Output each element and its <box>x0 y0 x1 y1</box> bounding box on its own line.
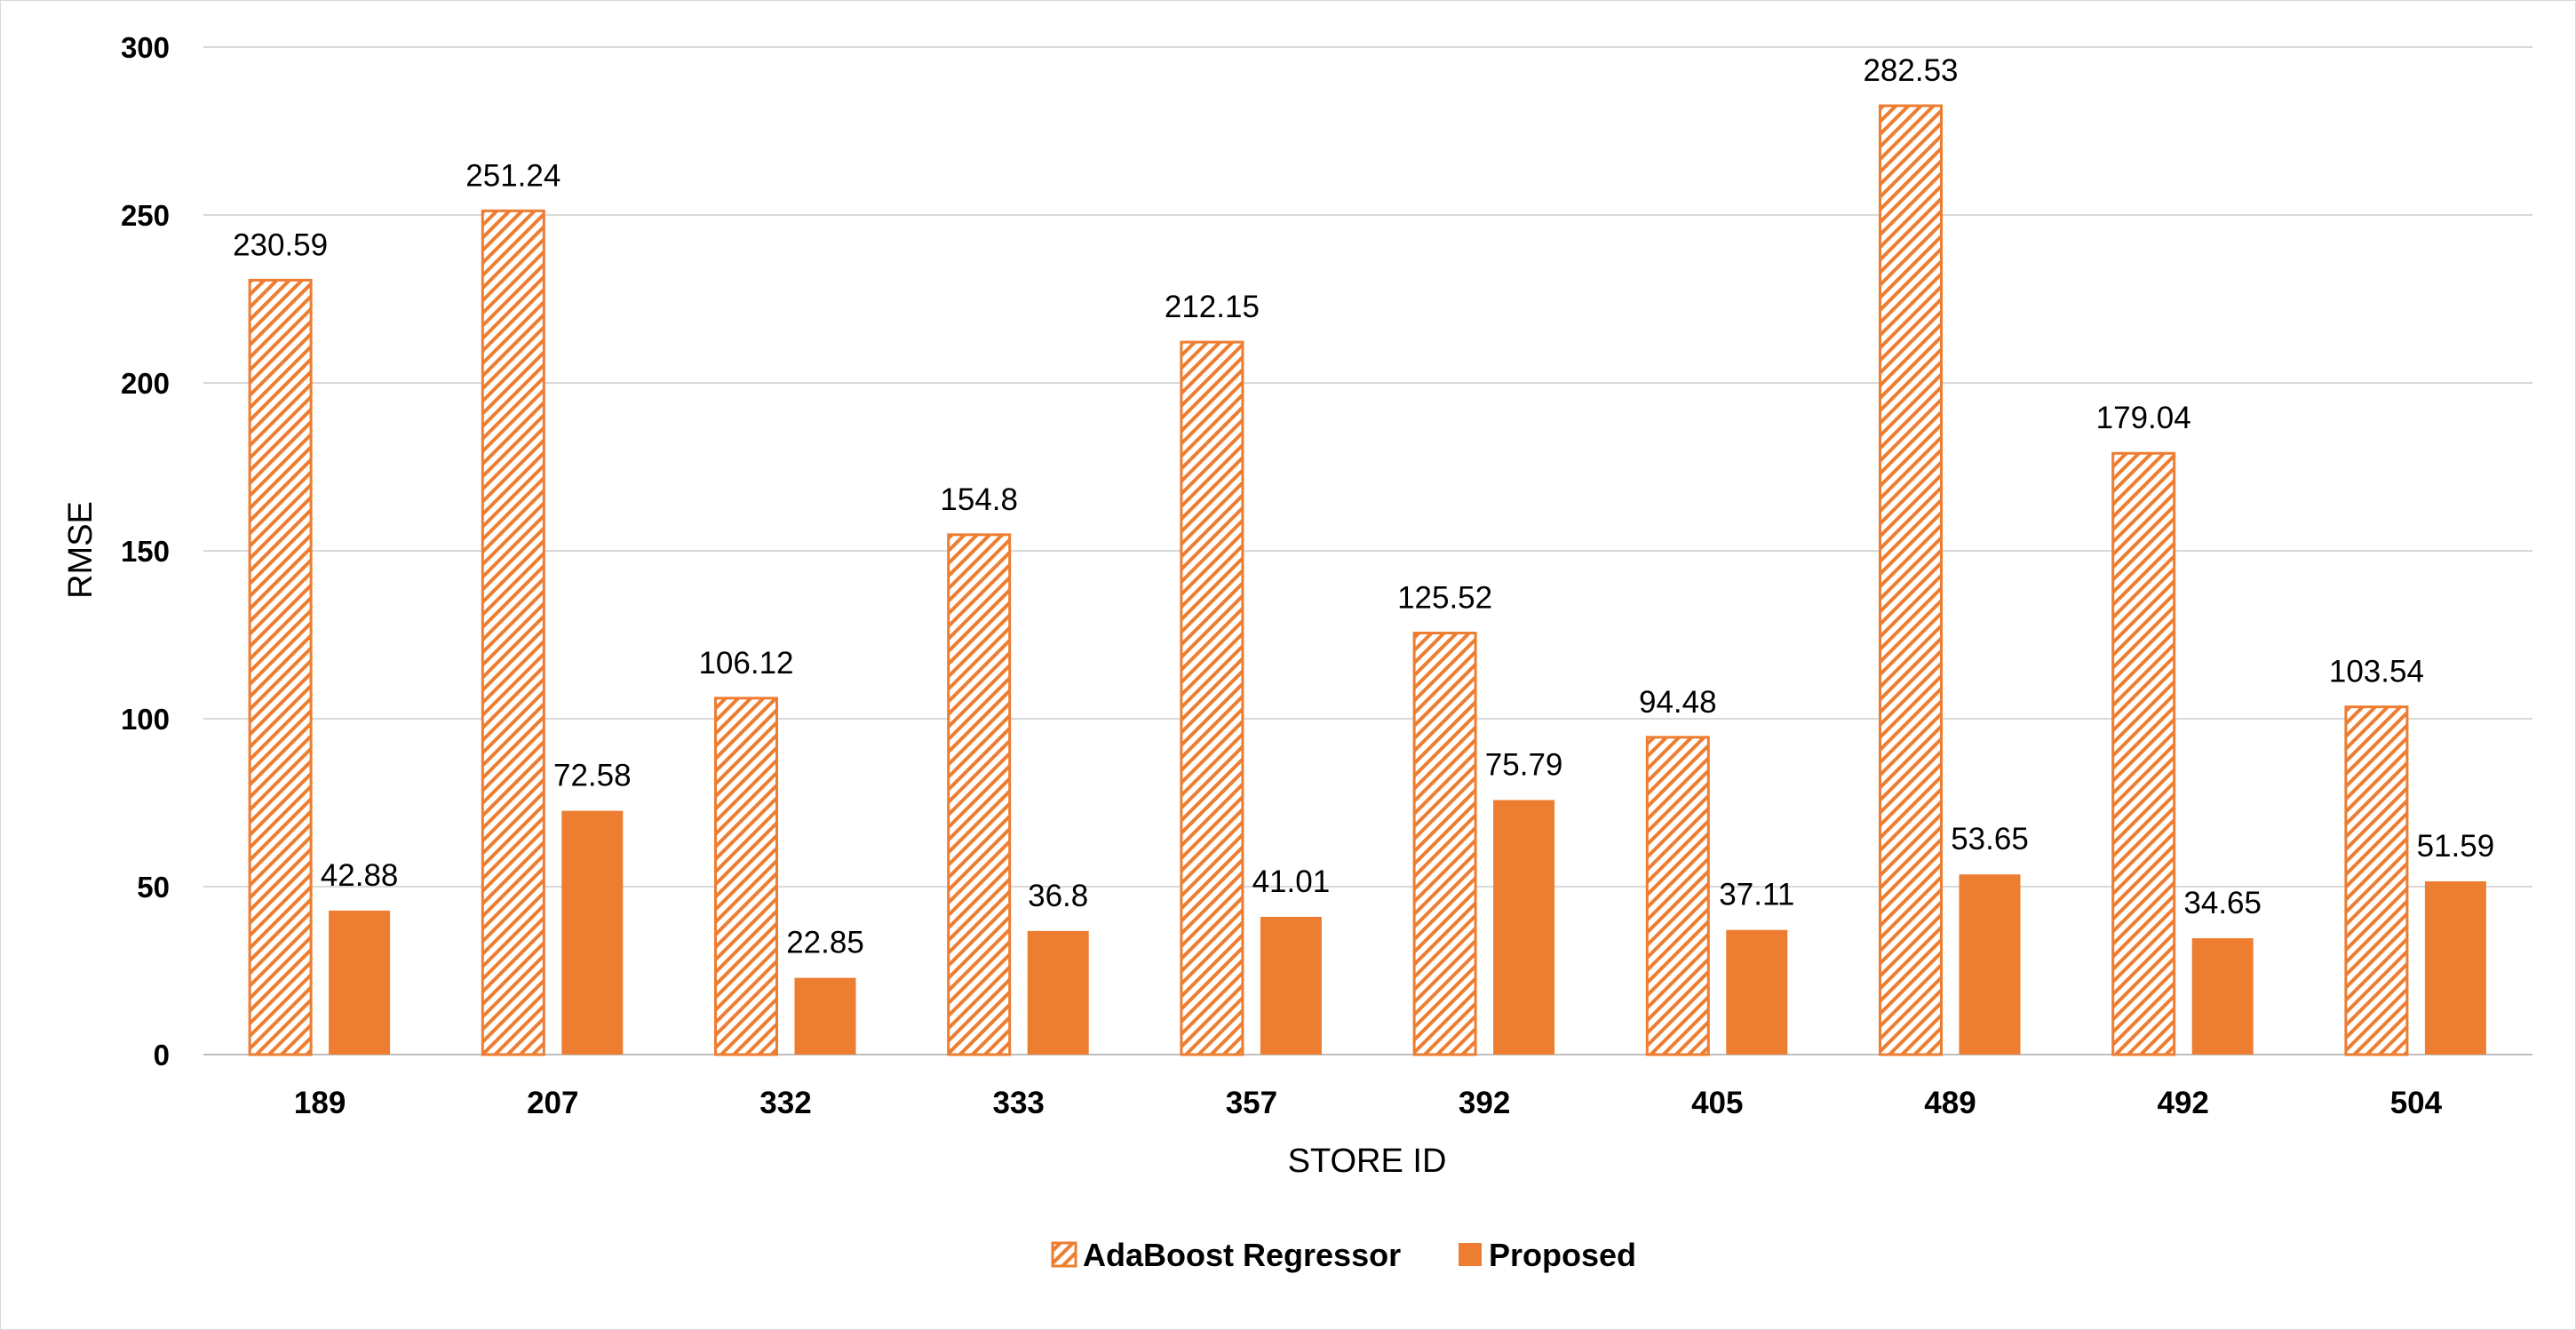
data-label-adaboost: 94.48 <box>1639 685 1717 720</box>
y-tick-label: 200 <box>121 367 170 400</box>
bar-proposed <box>1493 800 1555 1055</box>
data-label-proposed: 37.11 <box>1719 878 1794 912</box>
bar-adaboost <box>1879 104 1943 1056</box>
y-axis-title: RMSE <box>62 501 99 599</box>
legend-swatch-adaboost <box>1051 1241 1077 1268</box>
bar-adaboost <box>714 697 778 1056</box>
data-label-proposed: 72.58 <box>553 759 632 793</box>
y-tick-label: 300 <box>121 31 170 64</box>
x-axis-ticks: 189 207 332 333 357 392 405 489 492 504 <box>294 1086 2443 1120</box>
data-label-proposed: 75.79 <box>1485 748 1563 783</box>
bar-proposed <box>1260 916 1322 1055</box>
bar-proposed <box>2424 880 2486 1055</box>
bar-proposed <box>794 977 856 1055</box>
bar-adaboost <box>1645 736 1710 1056</box>
legend-swatch-proposed <box>1459 1243 1482 1266</box>
y-tick-label: 250 <box>121 199 170 232</box>
bar-proposed <box>561 810 624 1055</box>
x-tick-label: 405 <box>1691 1086 1743 1120</box>
data-label-adaboost: 282.53 <box>1863 53 1958 88</box>
bars <box>248 104 2486 1056</box>
x-tick-label: 489 <box>1924 1086 1976 1120</box>
bar-adaboost <box>947 533 1012 1056</box>
x-tick-label: 492 <box>2157 1086 2208 1120</box>
bar-adaboost <box>2344 705 2409 1056</box>
data-label-adaboost: 154.8 <box>940 482 1018 517</box>
data-label-proposed: 42.88 <box>321 858 399 893</box>
bar-adaboost <box>481 209 545 1056</box>
data-label-adaboost: 125.52 <box>1397 581 1492 616</box>
data-label-adaboost: 212.15 <box>1165 290 1260 324</box>
bar-proposed <box>2191 938 2254 1055</box>
x-tick-label: 332 <box>759 1086 811 1120</box>
y-tick-label: 150 <box>121 535 170 568</box>
x-tick-label: 357 <box>1226 1086 1277 1120</box>
y-tick-label: 100 <box>121 703 170 736</box>
y-tick-label: 50 <box>137 871 170 904</box>
x-tick-label: 504 <box>2390 1086 2443 1120</box>
bar-adaboost <box>2111 451 2176 1056</box>
x-tick-label: 207 <box>527 1086 578 1120</box>
data-label-adaboost: 103.54 <box>2329 655 2424 689</box>
data-label-adaboost: 230.59 <box>233 227 328 262</box>
x-tick-label: 189 <box>294 1086 346 1120</box>
bar-adaboost <box>1412 632 1477 1056</box>
x-tick-label: 392 <box>1459 1086 1510 1120</box>
bar-proposed <box>1027 930 1089 1055</box>
data-label-proposed: 51.59 <box>2417 829 2495 864</box>
bar-adaboost <box>1180 340 1244 1056</box>
x-tick-label: 333 <box>992 1086 1044 1120</box>
legend: AdaBoost Regressor Proposed <box>1051 1237 1636 1273</box>
data-label-proposed: 53.65 <box>1951 822 2029 856</box>
data-label-adaboost: 179.04 <box>2096 401 2191 435</box>
data-label-adaboost: 251.24 <box>465 158 561 193</box>
bar-proposed <box>1726 929 1788 1055</box>
data-label-proposed: 34.65 <box>2183 886 2262 920</box>
bar-adaboost <box>248 278 313 1056</box>
data-label-adaboost: 106.12 <box>698 646 793 681</box>
y-tick-label: 0 <box>154 1039 170 1071</box>
data-labels: 230.59 42.88 251.24 72.58 106.12 22.85 154.8 36… <box>233 53 2494 960</box>
x-axis-title: STORE ID <box>1288 1143 1447 1180</box>
legend-label-adaboost: AdaBoost Regressor <box>1083 1237 1401 1273</box>
bar-proposed <box>1959 874 2021 1055</box>
y-axis-ticks: 0 50 100 150 200 250 300 <box>121 31 170 1071</box>
bar-proposed <box>329 910 391 1055</box>
legend-label-proposed: Proposed <box>1489 1237 1636 1273</box>
data-label-proposed: 41.01 <box>1252 864 1331 899</box>
data-label-proposed: 36.8 <box>1028 879 1088 913</box>
data-label-proposed: 22.85 <box>786 926 864 960</box>
